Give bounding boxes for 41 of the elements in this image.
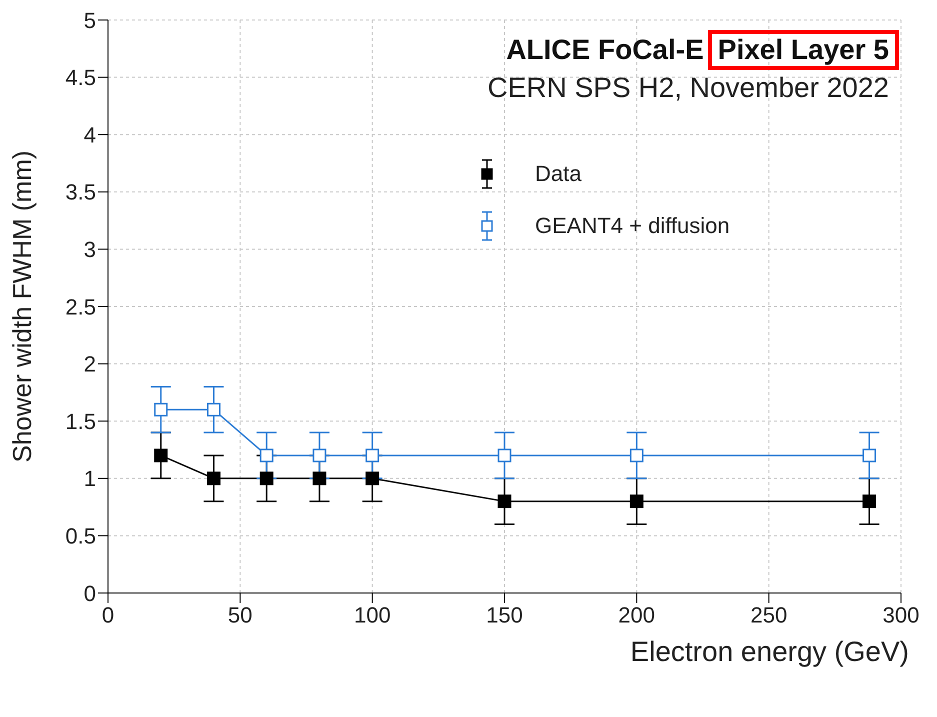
x-tick-label: 150 <box>486 602 523 628</box>
point <box>498 448 512 462</box>
text: CERN SPS H2, November 2022 <box>487 72 890 104</box>
y-tick-label: 5 <box>84 8 96 33</box>
point <box>260 472 274 486</box>
outline-box: Pixel Layer 5 <box>708 30 899 70</box>
point <box>206 402 220 416</box>
y-tick-label: 4.5 <box>65 65 96 90</box>
point <box>366 448 380 462</box>
point <box>498 494 512 508</box>
point <box>312 472 326 486</box>
point <box>206 472 220 486</box>
point <box>154 448 168 462</box>
legend-label: GEANT4 + diffusion <box>535 213 730 239</box>
point <box>260 448 274 462</box>
legend-label: Data <box>535 161 582 187</box>
y-tick-label: 4 <box>84 122 96 148</box>
y-tick-label: 3.5 <box>65 180 96 205</box>
y-axis-title: Shower width FWHM (mm) <box>7 150 38 463</box>
point <box>630 494 644 508</box>
point <box>630 448 644 462</box>
point <box>312 448 326 462</box>
x-tick-label: 300 <box>882 602 920 628</box>
x-tick-label: 200 <box>618 602 656 628</box>
x-axis-title: Electron energy (GeV) <box>630 636 909 667</box>
x-tick-label: 250 <box>750 602 788 628</box>
y-tick-label: 0.5 <box>65 524 96 549</box>
y-tick-label: 2.5 <box>65 294 96 320</box>
point <box>862 494 876 508</box>
point <box>366 472 380 486</box>
x-tick-label: 100 <box>354 602 391 628</box>
x-tick-label: 50 <box>228 602 252 628</box>
x-tick-label: 0 <box>102 602 114 628</box>
y-tick-label: 0 <box>84 580 96 606</box>
point <box>154 402 168 416</box>
y-tick-label: 1.5 <box>65 408 96 434</box>
y-tick-label: 3 <box>84 237 96 262</box>
y-tick-label: 2 <box>84 352 96 377</box>
text: ALICE FoCal-E <box>506 34 704 66</box>
y-tick-label: 1 <box>84 466 96 492</box>
point <box>862 448 876 462</box>
